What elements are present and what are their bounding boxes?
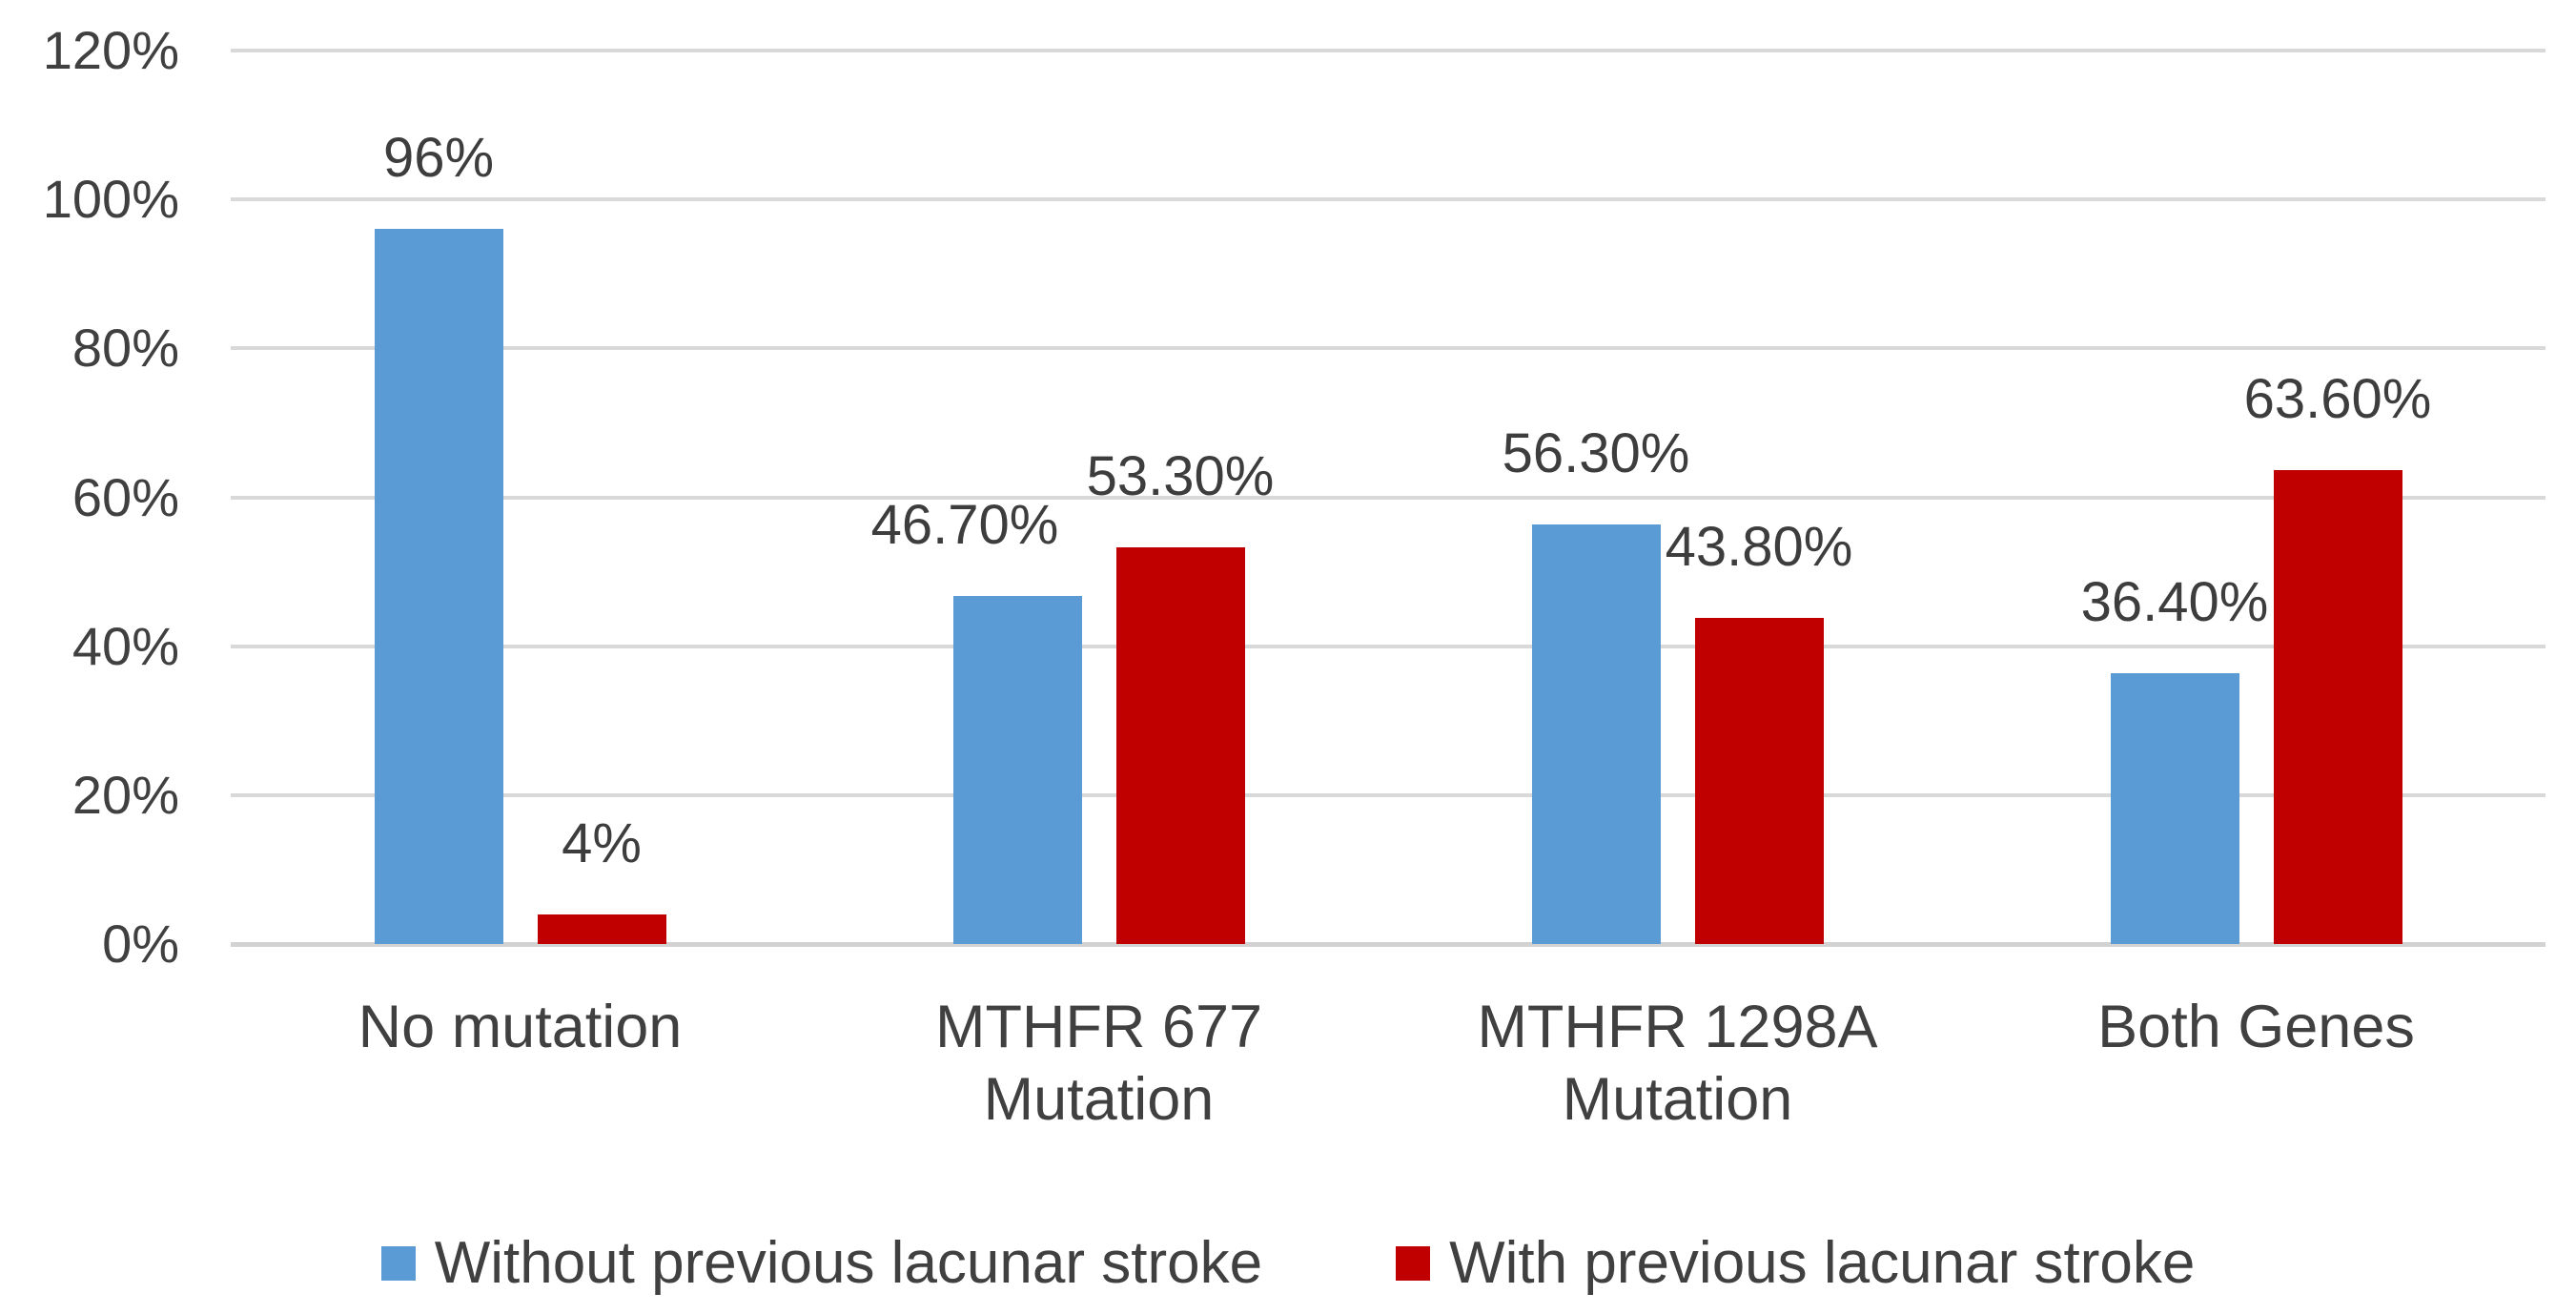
- y-axis-tick-label-100: 100%: [42, 169, 179, 230]
- y-axis-tick-label-0: 0%: [102, 914, 179, 974]
- gridline-100: [231, 197, 2545, 202]
- data-label-without-previous-lacunar-stroke-no-mutation: 96%: [382, 127, 495, 190]
- x-axis-category-label-mthfr-677-mutation: MTHFR 677 Mutation: [934, 994, 1263, 1133]
- legend-label: Without previous lacunar stroke: [434, 1230, 1263, 1296]
- legend-label: With previous lacunar stroke: [1449, 1230, 2196, 1296]
- gridline-20: [231, 792, 2545, 797]
- x-axis-category-label-no-mutation: No mutation: [358, 994, 683, 1060]
- x-axis-category-label-mthfr-1298a-mutation: MTHFR 1298A Mutation: [1477, 994, 1878, 1133]
- legend-swatch-icon: [1396, 1245, 1431, 1281]
- gridline-60: [231, 495, 2545, 500]
- y-axis-tick-label-20: 20%: [72, 764, 179, 825]
- data-label-with-previous-lacunar-stroke-mthfr-677-mutation: 53.30%: [1086, 444, 1275, 507]
- bar-with-previous-lacunar-stroke-mthfr-677-mutation: [1115, 546, 1245, 944]
- data-label-without-previous-lacunar-stroke-mthfr-677-mutation: 46.70%: [870, 494, 1059, 557]
- data-label-without-previous-lacunar-stroke-both-genes: 36.40%: [2080, 570, 2269, 633]
- bar-without-previous-lacunar-stroke-mthfr-677-mutation: [952, 596, 1082, 944]
- gridline-0: [231, 942, 2545, 947]
- legend-item-without-previous-lacunar-stroke: Without previous lacunar stroke: [380, 1229, 1263, 1297]
- bar-with-previous-lacunar-stroke-both-genes: [2273, 470, 2402, 944]
- gridline-120: [231, 49, 2545, 52]
- data-label-with-previous-lacunar-stroke-mthfr-1298a-mutation: 43.80%: [1665, 515, 1853, 578]
- y-axis-tick-label-80: 80%: [72, 318, 179, 379]
- gridline-80: [231, 346, 2545, 351]
- bar-without-previous-lacunar-stroke-mthfr-1298a-mutation: [1531, 524, 1661, 944]
- data-label-with-previous-lacunar-stroke-no-mutation: 4%: [562, 811, 642, 874]
- x-axis-category-label-both-genes: Both Genes: [2097, 994, 2415, 1060]
- data-label-without-previous-lacunar-stroke-mthfr-1298a-mutation: 56.30%: [1502, 422, 1690, 485]
- y-axis-tick-label-40: 40%: [72, 615, 179, 676]
- gridline-40: [231, 644, 2545, 648]
- legend: Without previous lacunar stroke With prev…: [0, 1229, 2576, 1297]
- data-label-with-previous-lacunar-stroke-both-genes: 63.60%: [2243, 368, 2432, 431]
- y-axis-tick-label-60: 60%: [72, 466, 179, 527]
- legend-swatch-icon: [380, 1245, 416, 1281]
- bar-with-previous-lacunar-stroke-no-mutation: [537, 914, 666, 944]
- legend-item-with-previous-lacunar-stroke: With previous lacunar stroke: [1396, 1229, 2195, 1297]
- bar-with-previous-lacunar-stroke-mthfr-1298a-mutation: [1694, 617, 1824, 944]
- bar-without-previous-lacunar-stroke-both-genes: [2110, 672, 2239, 944]
- y-axis-tick-label-120: 120%: [42, 20, 179, 80]
- bar-without-previous-lacunar-stroke-no-mutation: [374, 229, 503, 944]
